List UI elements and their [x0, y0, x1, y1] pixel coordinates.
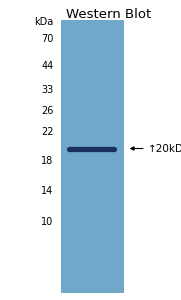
- Text: 44: 44: [41, 61, 53, 71]
- Text: kDa: kDa: [34, 16, 53, 27]
- Text: 18: 18: [41, 155, 53, 166]
- Text: 70: 70: [41, 34, 53, 44]
- Text: ↑20kDa: ↑20kDa: [148, 143, 181, 154]
- Text: 22: 22: [41, 127, 53, 137]
- Text: Western Blot: Western Blot: [66, 8, 151, 20]
- Text: 14: 14: [41, 185, 53, 196]
- Text: 26: 26: [41, 106, 53, 116]
- Text: 10: 10: [41, 217, 53, 227]
- Text: 33: 33: [41, 85, 53, 95]
- Bar: [61, 20, 124, 292]
